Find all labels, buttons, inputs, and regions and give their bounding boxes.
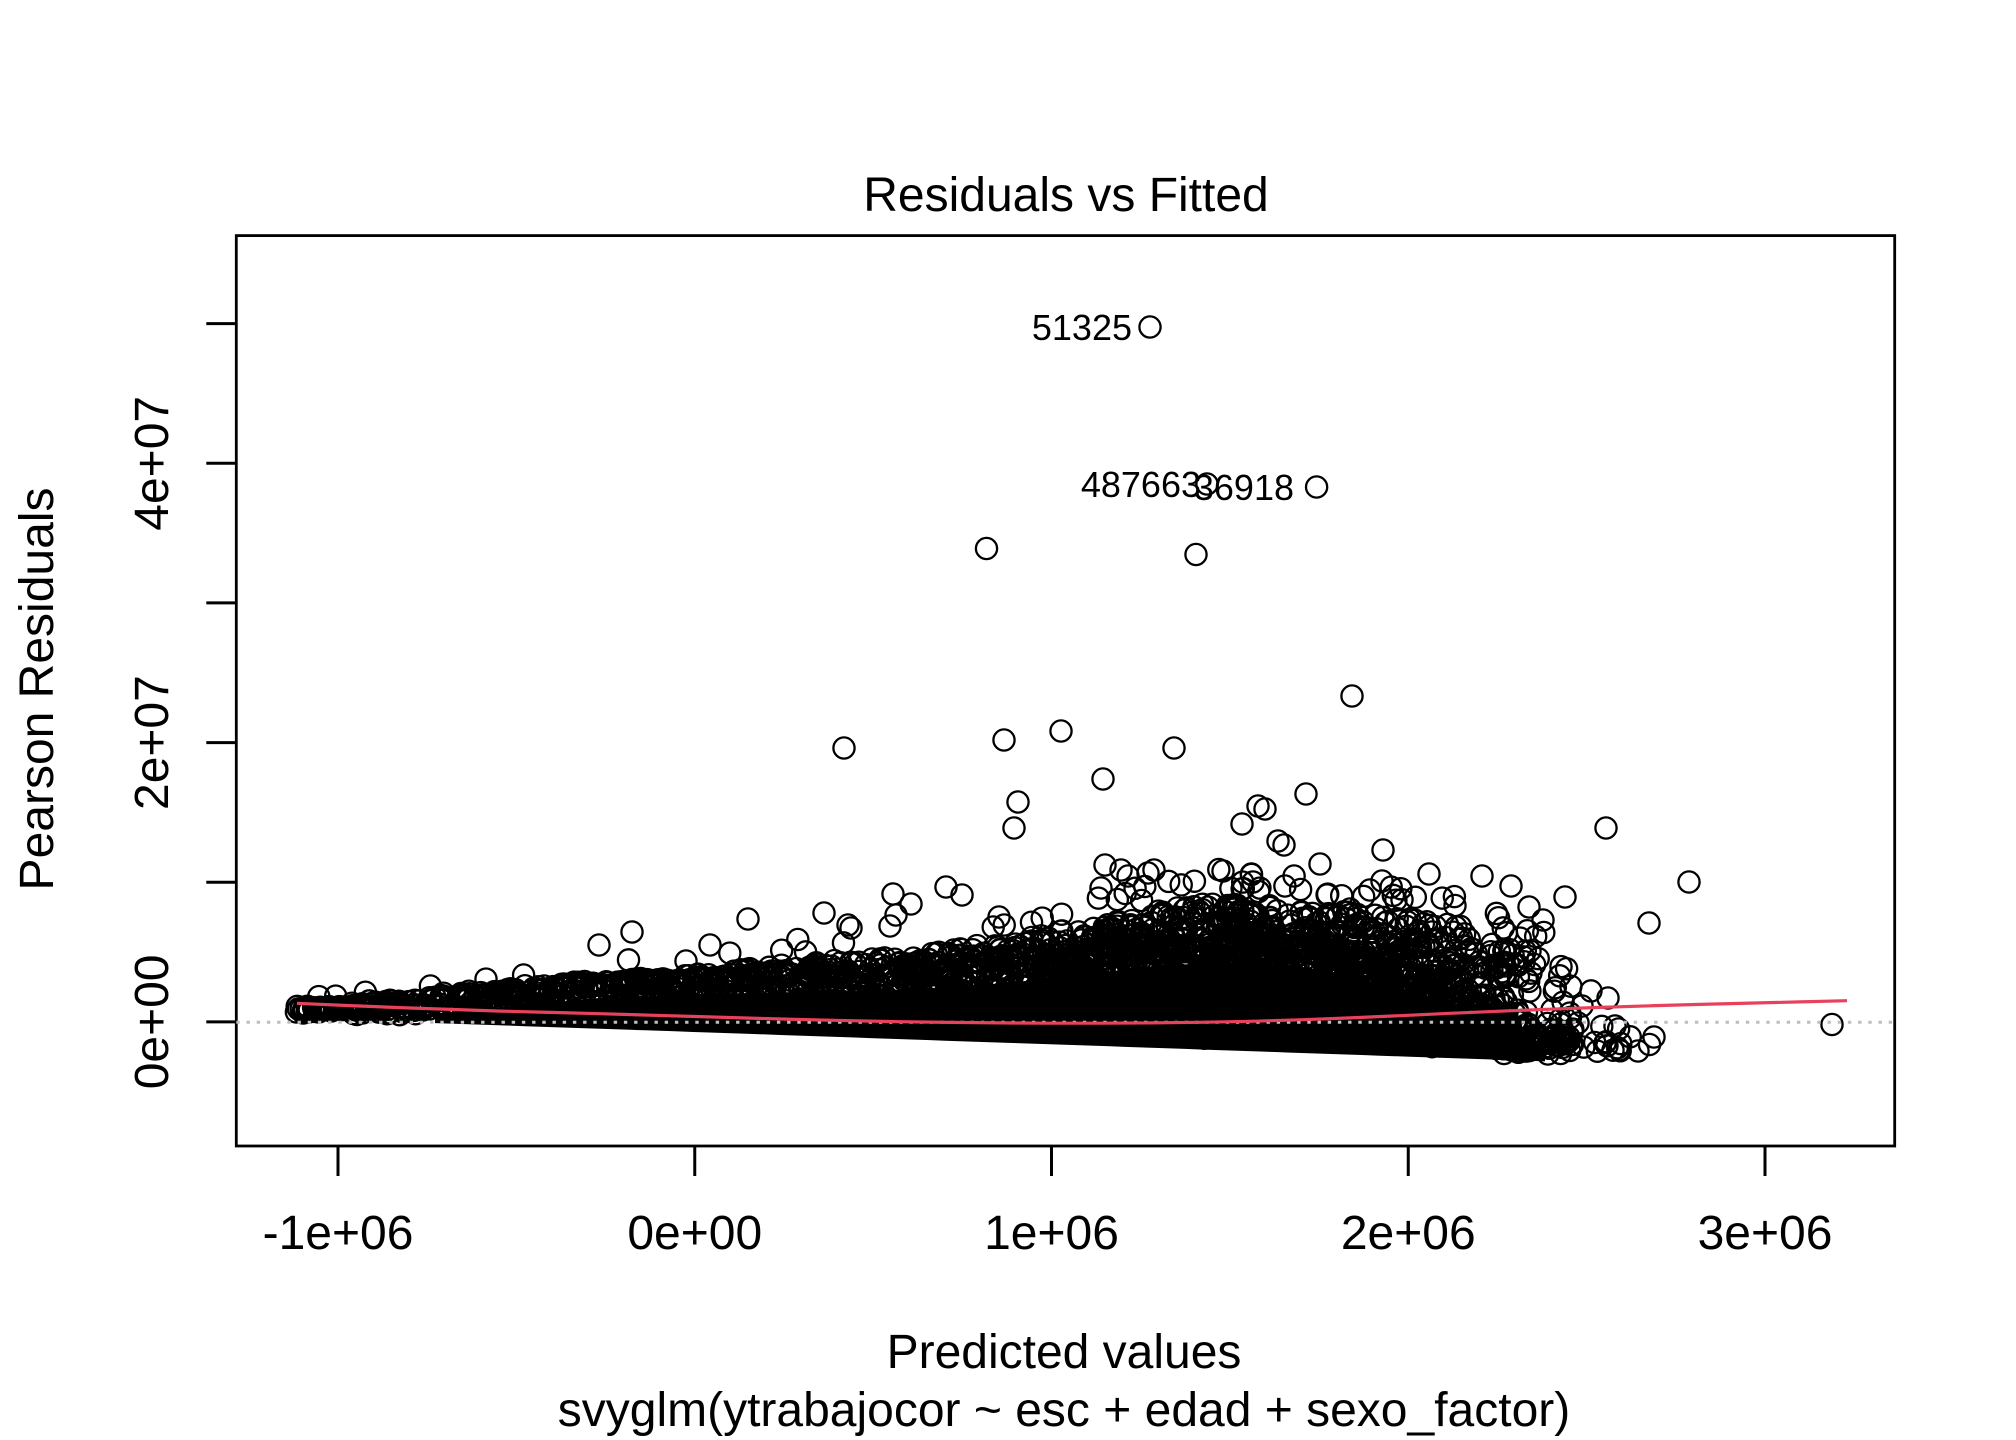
svg-text:487663: 487663 <box>1081 464 1201 505</box>
svg-text:0e+00: 0e+00 <box>126 954 179 1089</box>
svg-text:svyglm(ytrabajocor ~ esc + eda: svyglm(ytrabajocor ~ esc + edad + sexo_f… <box>558 1384 1570 1437</box>
svg-text:51325: 51325 <box>1032 307 1132 348</box>
svg-text:36918: 36918 <box>1194 467 1294 508</box>
svg-text:-1e+06: -1e+06 <box>263 1207 414 1260</box>
svg-text:2e+06: 2e+06 <box>1341 1207 1476 1260</box>
svg-text:Residuals vs Fitted: Residuals vs Fitted <box>863 169 1269 222</box>
svg-text:4e+07: 4e+07 <box>126 396 179 531</box>
svg-text:Pearson Residuals: Pearson Residuals <box>11 488 64 891</box>
svg-text:Predicted values: Predicted values <box>887 1326 1242 1379</box>
svg-text:2e+07: 2e+07 <box>126 675 179 810</box>
svg-text:1e+06: 1e+06 <box>984 1207 1119 1260</box>
svg-text:3e+06: 3e+06 <box>1698 1207 1833 1260</box>
svg-text:0e+00: 0e+00 <box>627 1207 762 1260</box>
